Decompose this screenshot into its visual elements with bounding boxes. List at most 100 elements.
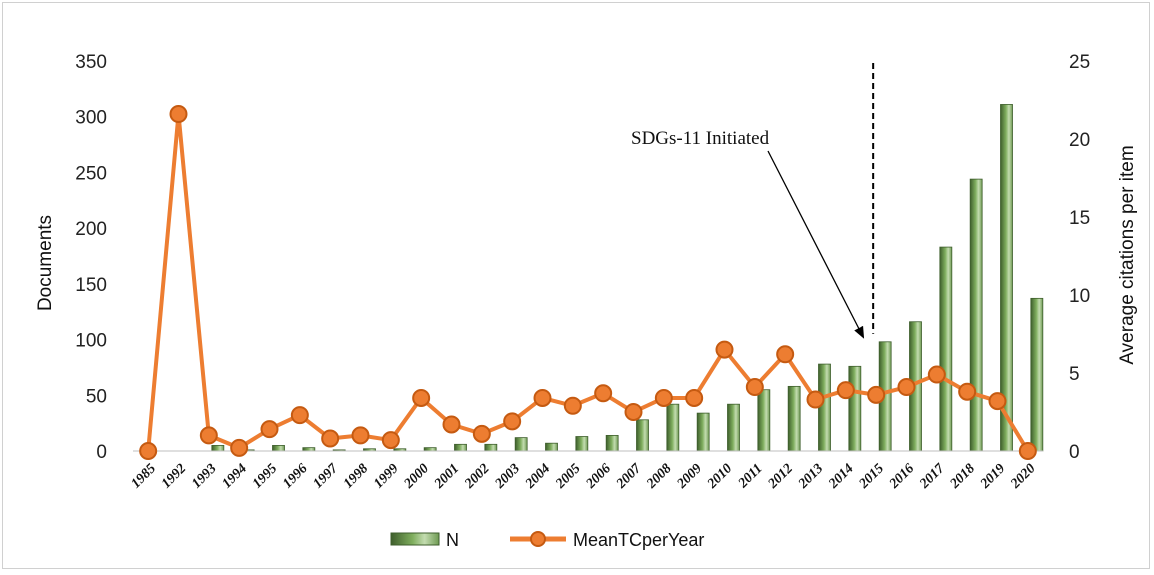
bar-2020 <box>1030 297 1044 452</box>
annotation-arrow <box>767 150 865 339</box>
bar-2003 <box>514 437 528 452</box>
legend-swatch-marker <box>530 531 546 547</box>
point-2010 <box>715 340 734 359</box>
point-1993 <box>199 426 218 445</box>
point-1992 <box>169 105 188 124</box>
point-2006 <box>594 384 613 403</box>
bar-2009 <box>696 412 710 452</box>
bar-2008 <box>666 403 680 452</box>
y-tick-label: 350 <box>75 52 107 73</box>
x-tick-label: 2014 <box>826 461 857 492</box>
x-tick-label: 2000 <box>401 461 432 492</box>
x-tick-label: 2004 <box>522 461 553 492</box>
y-tick-label: 0 <box>96 442 107 463</box>
point-2000 <box>412 388 431 407</box>
bar-1995 <box>272 445 285 452</box>
bar-2004 <box>545 442 558 452</box>
y-tick-label: 200 <box>75 219 107 240</box>
point-2008 <box>654 388 673 407</box>
x-tick-label: 1993 <box>189 461 219 491</box>
bar-1996 <box>302 447 316 452</box>
x-tick-label: 2016 <box>886 461 917 492</box>
point-2020 <box>1018 442 1037 460</box>
x-tick-label: 2007 <box>613 461 645 493</box>
point-2005 <box>563 396 582 415</box>
x-tick-label: 2015 <box>856 461 887 492</box>
y-tick-label: 100 <box>75 331 107 352</box>
y2-axis-label: Average citations per item <box>1117 145 1138 364</box>
point-2015 <box>867 385 886 404</box>
x-tick-label: 2012 <box>765 461 796 492</box>
x-tick-label: 2013 <box>795 461 826 492</box>
legend-item-n: N <box>390 530 459 550</box>
line-series-meantcperyear <box>139 105 1037 460</box>
y2-tick-label: 0 <box>1069 442 1080 463</box>
x-tick-label: 2010 <box>704 461 735 492</box>
right-axis-ticks: 0 5 10 15 20 25 <box>1069 52 1090 463</box>
point-1997 <box>321 429 340 448</box>
x-tick-label: 2011 <box>735 461 766 492</box>
legend-swatch-n <box>390 532 440 546</box>
bar-2012 <box>787 385 801 452</box>
bar-2011 <box>757 389 771 452</box>
x-tick-label: 1994 <box>220 461 250 491</box>
x-tick-label: 1999 <box>371 461 401 491</box>
x-tick-label: 2009 <box>674 461 705 492</box>
legend-label-meantcperyear: MeanTCperYear <box>573 530 704 550</box>
legend-item-meantcperyear: MeanTCperYear <box>510 530 704 550</box>
x-tick-label: 2020 <box>1008 461 1039 492</box>
legend: N MeanTCperYear <box>390 530 704 550</box>
left-axis-ticks: 0 50 100 150 200 250 300 350 <box>75 52 107 463</box>
bar-2018 <box>969 178 983 452</box>
x-tick-label: 2017 <box>917 461 949 493</box>
bar-2001 <box>454 443 467 452</box>
point-2007 <box>624 403 643 421</box>
point-2009 <box>685 388 704 407</box>
y-tick-label: 150 <box>75 275 107 296</box>
y-tick-label: 50 <box>86 386 107 407</box>
x-tick-label: 1998 <box>341 461 371 491</box>
line-meantcperyear <box>146 112 1030 453</box>
bar-1993 <box>211 445 225 452</box>
x-tick-label: 1992 <box>159 461 189 491</box>
annotation-group: SDGs-11 Initiated <box>631 63 875 339</box>
x-tick-label: 2005 <box>553 461 584 492</box>
point-2002 <box>472 424 491 443</box>
x-tick-label: 2019 <box>977 461 1008 492</box>
x-tick-label: 1985 <box>129 461 159 491</box>
bar-2007 <box>636 419 649 452</box>
x-tick-label: 1995 <box>250 461 280 491</box>
y-axis-label: Documents <box>35 215 56 311</box>
x-tick-label: 2002 <box>462 461 493 492</box>
x-tick-label: 2018 <box>947 461 978 492</box>
point-2004 <box>533 388 552 407</box>
bar-2017 <box>939 246 953 452</box>
x-tick-label: 2003 <box>492 461 523 492</box>
x-tick-label: 1997 <box>311 461 342 492</box>
y-tick-label: 250 <box>75 163 107 184</box>
point-2003 <box>503 412 522 431</box>
y2-tick-label: 25 <box>1069 52 1090 73</box>
y2-tick-label: 10 <box>1069 286 1090 307</box>
annotation-text: SDGs-11 Initiated <box>631 128 770 149</box>
bar-2006 <box>605 434 619 452</box>
point-1985 <box>139 442 158 460</box>
point-1999 <box>381 431 400 450</box>
bar-2002 <box>484 443 498 452</box>
point-2019 <box>988 392 1007 411</box>
point-2018 <box>958 382 977 401</box>
point-2017 <box>927 365 946 384</box>
bar-2014 <box>848 365 862 452</box>
point-2016 <box>897 378 916 397</box>
x-tick-label: 2001 <box>431 461 462 492</box>
x-tick-label: 2008 <box>644 461 675 492</box>
point-2013 <box>806 390 825 409</box>
bar-2010 <box>727 403 740 452</box>
y2-tick-label: 15 <box>1069 208 1090 229</box>
x-axis-ticks: 1985 1992 1993 1994 1995 1996 1997 1998 1999 2000… <box>129 461 1039 493</box>
y2-tick-label: 20 <box>1069 130 1090 151</box>
x-tick-label: 2006 <box>583 461 614 492</box>
y-tick-label: 300 <box>75 108 107 129</box>
point-1994 <box>230 438 249 457</box>
bar-2013 <box>818 363 831 452</box>
